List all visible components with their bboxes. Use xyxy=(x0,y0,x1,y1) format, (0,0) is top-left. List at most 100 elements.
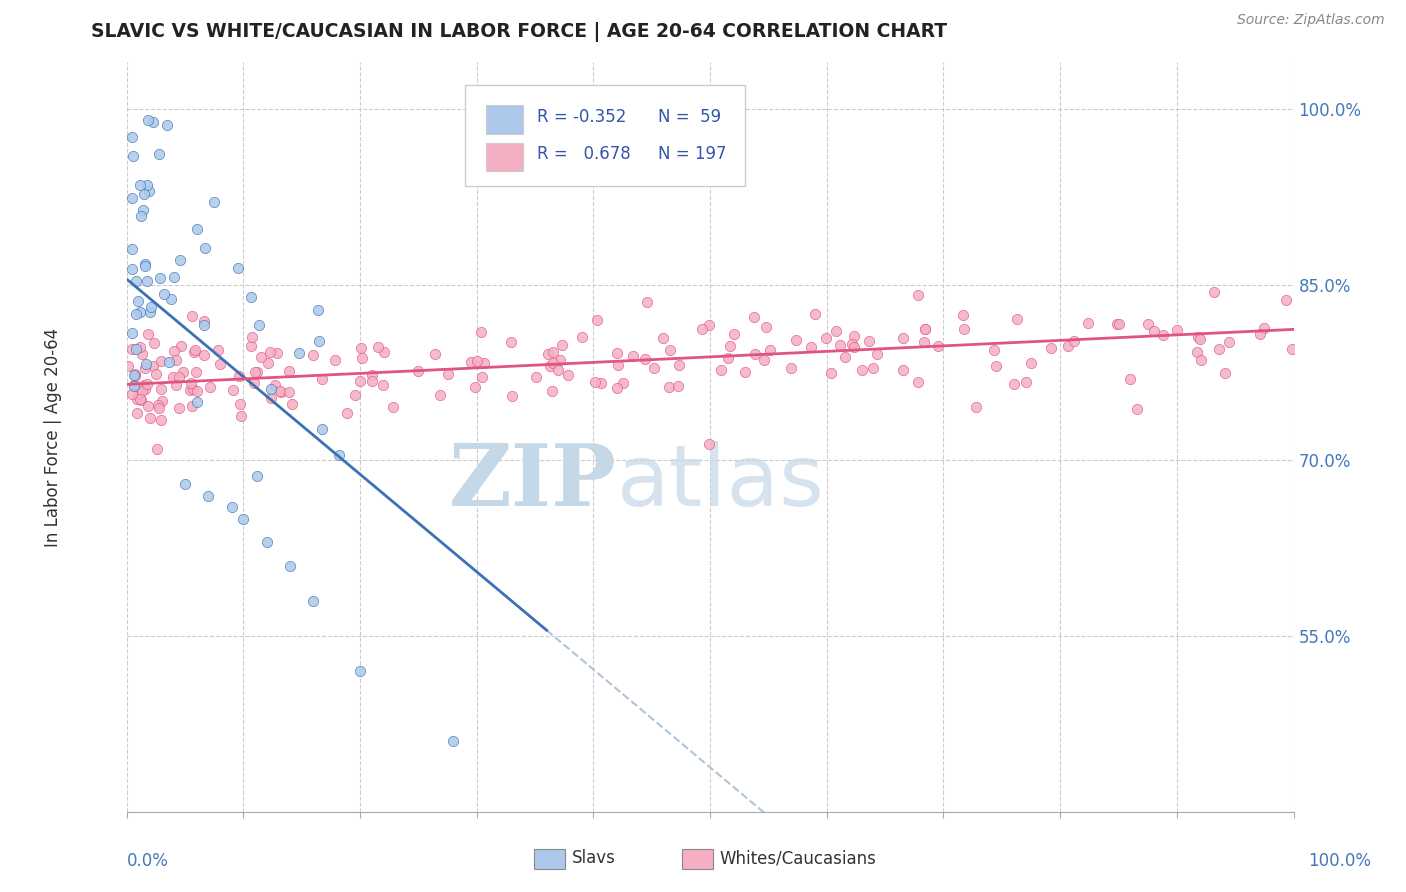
Point xyxy=(129,304,152,318)
Point xyxy=(163,270,186,285)
Point xyxy=(127,294,149,309)
FancyBboxPatch shape xyxy=(465,85,745,186)
Point xyxy=(1137,317,1160,331)
Point xyxy=(658,380,681,394)
Point xyxy=(851,363,873,377)
Point xyxy=(280,397,302,411)
Point xyxy=(1208,343,1230,357)
Point xyxy=(135,377,157,392)
Point xyxy=(127,392,149,406)
Point xyxy=(1253,320,1275,334)
Point xyxy=(1166,323,1188,337)
Point xyxy=(257,356,280,370)
Point xyxy=(125,406,148,420)
Point xyxy=(136,327,159,342)
Point xyxy=(266,346,288,360)
Point xyxy=(361,368,384,382)
Point xyxy=(193,314,215,328)
Text: Whites/Caucasians: Whites/Caucasians xyxy=(720,849,877,867)
Point xyxy=(1213,366,1236,380)
Point xyxy=(1249,326,1271,341)
Point xyxy=(128,178,150,192)
Point xyxy=(744,347,766,361)
Point xyxy=(373,345,395,359)
Point xyxy=(170,339,193,353)
Point xyxy=(437,367,460,381)
Point xyxy=(1039,342,1062,356)
Point xyxy=(179,384,201,398)
Point xyxy=(699,437,721,451)
Point xyxy=(541,345,564,359)
Point xyxy=(349,375,371,389)
Point xyxy=(633,352,655,367)
Point xyxy=(157,355,180,369)
Point xyxy=(834,350,856,364)
Point xyxy=(136,399,159,413)
Point xyxy=(146,398,169,412)
Point xyxy=(142,359,165,374)
Point xyxy=(162,344,184,359)
Point xyxy=(1119,372,1142,386)
Point xyxy=(1077,316,1099,330)
Point xyxy=(844,340,866,354)
Point xyxy=(1107,317,1129,331)
Point xyxy=(800,340,823,354)
Point xyxy=(710,363,733,377)
Point xyxy=(135,178,157,192)
Point xyxy=(343,388,366,402)
Point xyxy=(121,129,143,144)
Point xyxy=(141,300,163,314)
Point xyxy=(328,448,350,462)
Point xyxy=(371,378,394,392)
Point xyxy=(186,384,208,398)
Point xyxy=(406,364,429,378)
Point xyxy=(132,187,155,202)
Point xyxy=(129,392,152,406)
Text: Slavs: Slavs xyxy=(572,849,616,867)
Text: N =  59: N = 59 xyxy=(658,108,721,126)
Text: R = -0.352: R = -0.352 xyxy=(537,108,627,126)
Point xyxy=(150,382,173,396)
Point xyxy=(278,558,301,573)
Point xyxy=(136,112,159,127)
Point xyxy=(200,380,222,394)
Point xyxy=(122,379,145,393)
Point xyxy=(124,367,146,381)
Point xyxy=(193,348,215,362)
Point xyxy=(302,594,325,608)
Point xyxy=(607,359,630,373)
Point xyxy=(606,346,628,360)
Point xyxy=(247,318,270,333)
Point xyxy=(194,242,217,256)
Point xyxy=(250,351,273,365)
Point xyxy=(134,360,156,375)
Point xyxy=(270,384,292,399)
Point xyxy=(350,341,373,355)
Point xyxy=(1126,401,1149,416)
Point xyxy=(246,468,269,483)
Point xyxy=(323,353,346,368)
Point xyxy=(891,331,914,345)
Point xyxy=(229,409,252,423)
Point xyxy=(240,330,263,344)
Point xyxy=(232,512,254,526)
Point xyxy=(181,382,204,396)
Point xyxy=(381,400,404,414)
Point xyxy=(169,401,191,416)
Point xyxy=(121,387,143,401)
Point xyxy=(785,333,807,347)
Point xyxy=(1002,376,1025,391)
Point xyxy=(288,346,311,360)
Point xyxy=(193,318,215,332)
Point xyxy=(367,340,389,354)
Point xyxy=(697,318,720,332)
Point xyxy=(557,368,579,382)
Point xyxy=(914,322,936,336)
Point xyxy=(865,346,887,360)
Point xyxy=(912,334,935,349)
Point xyxy=(278,364,301,378)
Point xyxy=(540,384,562,398)
Point xyxy=(162,369,184,384)
Point xyxy=(256,535,278,549)
Point xyxy=(240,339,263,353)
